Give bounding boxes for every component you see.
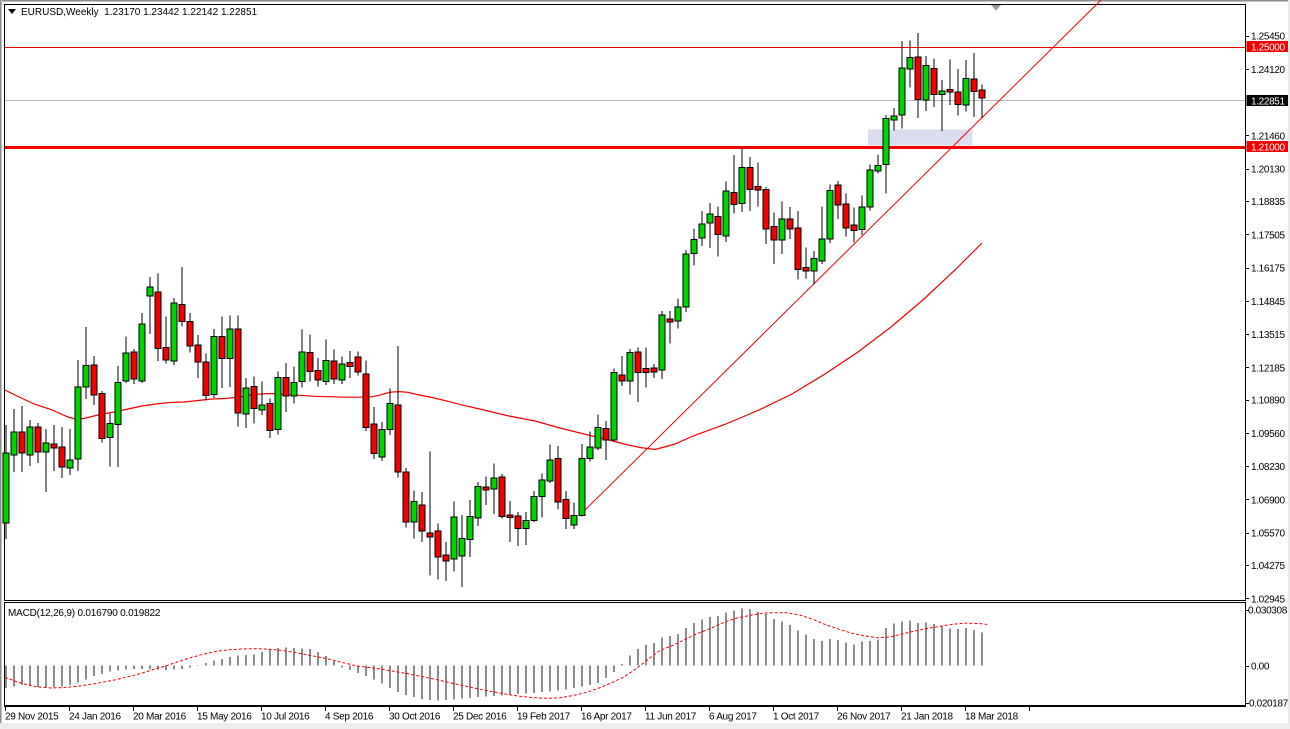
svg-text:15 May 2016: 15 May 2016 (197, 712, 252, 723)
svg-text:MACD(12,26,9) 0.016790 0.01982: MACD(12,26,9) 0.016790 0.019822 (8, 608, 161, 619)
svg-text:0.030308: 0.030308 (1248, 606, 1288, 617)
svg-text:1.09560: 1.09560 (1251, 429, 1285, 440)
svg-text:19 Feb 2017: 19 Feb 2017 (517, 712, 571, 723)
svg-text:1.05570: 1.05570 (1251, 529, 1285, 540)
svg-text:1.16175: 1.16175 (1251, 264, 1285, 275)
svg-text:1.24120: 1.24120 (1251, 65, 1285, 76)
svg-text:1.18835: 1.18835 (1251, 197, 1285, 208)
svg-text:1.22851: 1.22851 (1251, 97, 1285, 108)
svg-text:1.12185: 1.12185 (1251, 363, 1285, 374)
svg-text:20 Mar 2016: 20 Mar 2016 (133, 712, 187, 723)
svg-text:1.21000: 1.21000 (1251, 143, 1285, 154)
svg-text:1.25000: 1.25000 (1251, 43, 1285, 54)
svg-text:-0.020187: -0.020187 (1246, 699, 1289, 710)
svg-text:1.14845: 1.14845 (1251, 297, 1285, 308)
svg-text:24 Jan 2016: 24 Jan 2016 (69, 712, 121, 723)
svg-text:26 Nov 2017: 26 Nov 2017 (837, 712, 891, 723)
svg-text:18 Mar 2018: 18 Mar 2018 (965, 712, 1019, 723)
svg-text:25 Dec 2016: 25 Dec 2016 (453, 712, 507, 723)
svg-text:1 Oct 2017: 1 Oct 2017 (773, 712, 820, 723)
svg-text:1.06900: 1.06900 (1251, 495, 1285, 506)
svg-text:4 Sep 2016: 4 Sep 2016 (325, 712, 374, 723)
svg-text:30 Oct 2016: 30 Oct 2016 (389, 712, 441, 723)
svg-text:1.04275: 1.04275 (1251, 561, 1285, 572)
svg-text:1.25450: 1.25450 (1251, 32, 1285, 43)
svg-text:1.02945: 1.02945 (1251, 594, 1285, 605)
svg-text:0.00: 0.00 (1251, 662, 1270, 673)
svg-text:1.08230: 1.08230 (1251, 462, 1285, 473)
svg-text:1.13515: 1.13515 (1251, 330, 1285, 341)
svg-text:1.10890: 1.10890 (1251, 396, 1285, 407)
svg-text:21 Jan 2018: 21 Jan 2018 (901, 712, 953, 723)
svg-text:11 Jun 2017: 11 Jun 2017 (645, 712, 697, 723)
svg-text:16 Apr 2017: 16 Apr 2017 (581, 712, 632, 723)
svg-text:29 Nov 2015: 29 Nov 2015 (5, 712, 59, 723)
svg-text:1.17505: 1.17505 (1251, 230, 1285, 241)
svg-text:1.21460: 1.21460 (1251, 131, 1285, 142)
svg-text:6 Aug 2017: 6 Aug 2017 (709, 712, 757, 723)
svg-text:1.20130: 1.20130 (1251, 165, 1285, 176)
svg-text:EURUSD,Weekly 1.23170 1.23442: EURUSD,Weekly 1.23170 1.23442 1.22142 1.… (21, 7, 258, 18)
svg-text:10 Jul 2016: 10 Jul 2016 (261, 712, 310, 723)
